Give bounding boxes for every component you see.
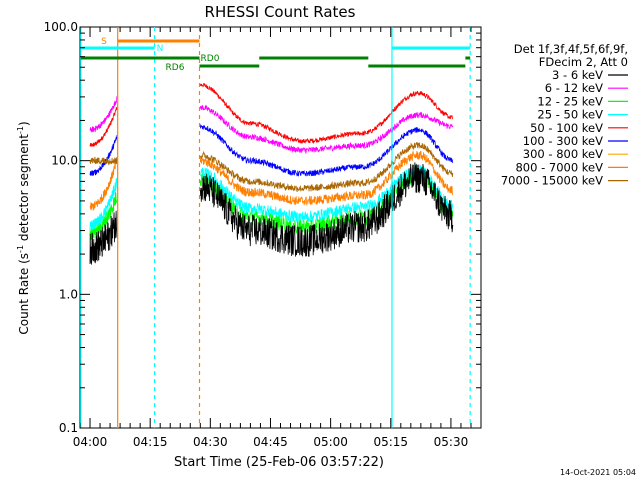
legend-entry-label: 6 - 12 keV [545, 81, 603, 95]
status-bars: S N RD0 RD6 [80, 37, 471, 73]
y-axis-label: Count Rate (s-1 detector segment-1) [16, 121, 31, 334]
trace-7-segment-1 [89, 159, 118, 211]
legend-entry-label: 7000 - 15000 keV [501, 174, 603, 188]
trace-5-segment-2 [199, 124, 454, 177]
y-tick-label: 1.0 [59, 287, 78, 301]
x-axis-ticks: 04:00 04:15 04:30 04:45 05:00 05:15 05:30 [73, 27, 482, 449]
plot-frame [79, 26, 482, 429]
status-label-rd6: RD6 [166, 63, 185, 73]
x-tick-label: 04:15 [133, 435, 168, 449]
x-axis-label: Start Time (25-Feb-06 03:57:22) [174, 455, 384, 470]
legend-entry-label: 50 - 100 keV [530, 121, 603, 135]
y-tick-label: 0.1 [59, 421, 78, 435]
status-label-s: S [101, 37, 107, 47]
y-axis-ticks: 100.0 10.0 1.0 0.1 [44, 20, 481, 435]
trace-2-segment-1 [89, 191, 118, 241]
trace-3-segment-1 [89, 177, 118, 231]
legend-entry-label: 25 - 50 keV [537, 108, 603, 122]
x-tick-label: 04:30 [193, 435, 228, 449]
trace-0-segment-2 [199, 162, 454, 257]
legend-entry-label: 100 - 300 keV [523, 134, 603, 148]
trace-8-segment-2 [199, 141, 454, 193]
legend: Det 1f,3f,4f,5f,6f,9f, FDecim 2, Att 0 3… [501, 42, 628, 188]
trace-0-segment-1 [89, 210, 118, 265]
y-axis-label-main: Count Rate (s [17, 253, 31, 335]
trace-1-segment-2 [199, 104, 454, 155]
y-tick-label: 100.0 [44, 20, 78, 34]
trace-8-segment-1 [89, 156, 118, 166]
legend-header-line1: Det 1f,3f,4f,5f,6f,9f, [514, 42, 628, 56]
time-markers [80, 27, 471, 428]
status-label-rd0: RD0 [201, 54, 220, 64]
data-traces [89, 82, 454, 265]
legend-entry-label: 3 - 6 keV [552, 68, 603, 82]
x-tick-label: 04:00 [73, 435, 108, 449]
legend-entry-label: 12 - 25 keV [537, 94, 603, 108]
legend-entry-label: 800 - 7000 keV [515, 160, 603, 174]
y-axis-label-sup2: -1 [16, 126, 25, 134]
legend-header-line2: FDecim 2, Att 0 [539, 55, 628, 69]
status-label-n: N [157, 44, 164, 54]
footer-timestamp: 14-Oct-2021 05:04 [560, 468, 636, 477]
chart-title: RHESSI Count Rates [205, 3, 356, 21]
y-axis-label-mid: detector segment [17, 134, 31, 245]
y-tick-label: 10.0 [51, 154, 78, 168]
legend-entry-label: 300 - 800 keV [523, 147, 603, 161]
x-tick-label: 04:45 [253, 435, 288, 449]
x-tick-label: 05:15 [373, 435, 408, 449]
x-tick-label: 05:30 [434, 435, 469, 449]
trace-4-segment-1 [89, 107, 118, 147]
trace-7-segment-2 [199, 150, 454, 206]
trace-1-segment-1 [89, 96, 118, 133]
trace-4-segment-2 [199, 82, 454, 145]
x-tick-label: 05:00 [313, 435, 348, 449]
y-axis-label-end: ) [17, 121, 31, 126]
y-axis-label-sup1: -1 [16, 245, 25, 253]
